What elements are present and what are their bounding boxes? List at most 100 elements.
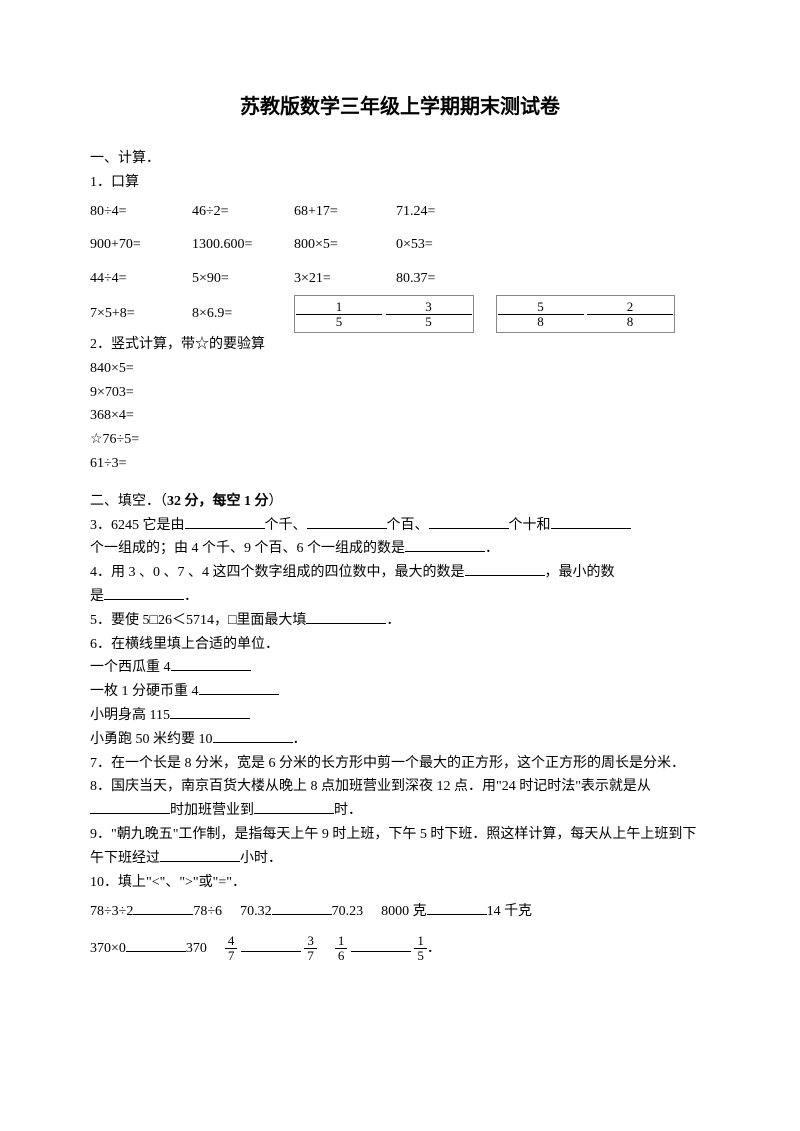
compare-row-2: 370×0 370 4 7 3 7 1 6 1 5 ． [90, 931, 710, 967]
section-2-score: 32 分，每空 1 分 [167, 494, 269, 509]
vertical-calc-item: 368×4= [90, 404, 710, 428]
fraction-num: 1 [414, 934, 427, 949]
q3-text: 个一组成的；由 4 个千、9 个百、6 个一组成的数是 [90, 541, 405, 556]
question-6: 6．在横线里填上合适的单位． [90, 633, 710, 657]
fill-blank[interactable] [160, 847, 240, 862]
section-1-heading: 一、计算． [90, 147, 710, 171]
fraction: 3 5 [386, 300, 472, 328]
fill-blank[interactable] [241, 937, 301, 952]
compare-text: ． [427, 941, 441, 956]
compare-item: 4 7 3 7 [225, 931, 317, 967]
compare-text: 8000 克 [381, 904, 427, 919]
q3-text: 个百、 [387, 518, 429, 533]
q6-text: ． [293, 732, 307, 747]
fill-blank[interactable] [90, 799, 170, 814]
fill-blank[interactable] [213, 728, 293, 743]
fraction-num: 1 [335, 934, 348, 949]
question-7: 7．在一个长是 8 分米，宽是 6 分米的长方形中剪一个最大的正方形，这个正方形… [90, 752, 710, 776]
fill-blank[interactable] [405, 537, 485, 552]
fill-blank[interactable] [171, 656, 251, 671]
compare-text: 70.32 [240, 904, 272, 919]
compare-item: 70.32 70.23 [240, 894, 363, 930]
calc-row-2: 900+70= 1300.600= 800×5= 0×53= [90, 228, 710, 262]
q3-text: 个千、 [265, 518, 307, 533]
fill-blank[interactable] [306, 609, 386, 624]
fill-blank[interactable] [427, 900, 487, 915]
compare-text: 14 千克 [487, 904, 533, 919]
question-1-label: 1．口算 [90, 171, 710, 195]
q4-text: 是 [90, 589, 104, 604]
fraction: 2 8 [587, 300, 673, 328]
q3-text: 个十和 [509, 518, 551, 533]
fraction-den: 8 [587, 315, 673, 329]
fill-blank[interactable] [104, 585, 184, 600]
fill-blank[interactable] [429, 514, 509, 529]
question-6b: 一枚 1 分硬币重 4 [90, 680, 710, 704]
q6-text: 小明身高 115 [90, 708, 170, 723]
fraction-num: 3 [386, 300, 472, 315]
question-3-cont: 个一组成的；由 4 个千、9 个百、6 个一组成的数是 ． [90, 537, 710, 561]
vertical-calc-item: ☆76÷5= [90, 428, 710, 452]
question-10: 10．填上"<"、">"或"="． [90, 871, 710, 895]
fill-blank[interactable] [126, 937, 186, 952]
fraction-den: 8 [498, 315, 584, 329]
question-4: 4．用 3 、0 、7 、4 这四个数字组成的四位数中，最大的数是，最小的数 [90, 561, 710, 585]
compare-text: 370 [186, 941, 207, 956]
fraction-den: 5 [414, 949, 427, 963]
q8-text: 时． [334, 803, 362, 818]
q4-text: ． [184, 589, 198, 604]
fill-blank[interactable] [170, 704, 250, 719]
fraction-num: 5 [498, 300, 584, 315]
fill-blank[interactable] [254, 799, 334, 814]
fill-blank[interactable] [351, 937, 411, 952]
fraction: 4 7 [225, 934, 238, 962]
fraction-den: 7 [304, 949, 317, 963]
question-3: 3．6245 它是由个千、个百、个十和 [90, 514, 710, 538]
q5-text: ． [386, 613, 400, 628]
compare-text: 78÷3÷2 [90, 904, 133, 919]
compare-item: 1 6 1 5 ． [335, 931, 441, 967]
question-9: 9．"朝九晚五"工作制，是指每天上午 9 时上班，下午 5 时下班．照这样计算，… [90, 823, 710, 871]
compare-text: 78÷6 [193, 904, 222, 919]
calc-row-4: 7×5+8= 8×6.9= 1 5 3 5 5 8 2 [90, 295, 710, 333]
calc-item: 8×6.9= [192, 297, 272, 331]
fraction-num: 1 [296, 300, 382, 315]
compare-item: 370×0 370 [90, 931, 207, 967]
question-4-cont: 是． [90, 585, 710, 609]
compare-text: 70.23 [332, 904, 364, 919]
fill-blank[interactable] [551, 514, 631, 529]
calc-item: 800×5= [294, 228, 374, 262]
vertical-calc-item: 9×703= [90, 381, 710, 405]
fraction: 1 5 [296, 300, 382, 328]
fraction-num: 4 [225, 934, 238, 949]
fraction-box: 1 5 3 5 [294, 295, 474, 333]
question-6a: 一个西瓜重 4 [90, 656, 710, 680]
fraction-den: 5 [296, 315, 382, 329]
page-title: 苏教版数学三年级上学期期末测试卷 [90, 90, 710, 119]
fraction-box: 5 8 2 8 [496, 295, 676, 333]
fill-blank[interactable] [272, 900, 332, 915]
q3-text: ． [485, 541, 499, 556]
question-6c: 小明身高 115 [90, 704, 710, 728]
compare-text: 370×0 [90, 941, 126, 956]
q8-text: 8．国庆当天，南京百货大楼从晚上 8 点加班营业到深夜 12 点．用"24 时记… [90, 779, 651, 794]
calc-item: 80.37= [396, 262, 476, 296]
fill-blank[interactable] [133, 900, 193, 915]
fraction: 1 5 [414, 934, 427, 962]
compare-row-1: 78÷3÷2 78÷6 70.32 70.23 8000 克 14 千克 [90, 894, 710, 930]
fill-blank[interactable] [199, 680, 279, 695]
q9-text: 小时． [240, 851, 282, 866]
calc-item: 46÷2= [192, 195, 272, 229]
q6-text: 一枚 1 分硬币重 4 [90, 684, 199, 699]
fill-blank[interactable] [307, 514, 387, 529]
vertical-calc-item: 840×5= [90, 357, 710, 381]
fraction-den: 7 [225, 949, 238, 963]
fraction: 3 7 [304, 934, 317, 962]
section-2-text: ） [269, 494, 283, 509]
exam-page: 苏教版数学三年级上学期期末测试卷 一、计算． 1．口算 80÷4= 46÷2= … [0, 0, 800, 1131]
fraction-den: 6 [335, 949, 348, 963]
fill-blank[interactable] [185, 514, 265, 529]
q8-text: 时加班营业到 [170, 803, 254, 818]
fill-blank[interactable] [465, 561, 545, 576]
question-2-label: 2．竖式计算，带☆的要验算 [90, 333, 710, 357]
